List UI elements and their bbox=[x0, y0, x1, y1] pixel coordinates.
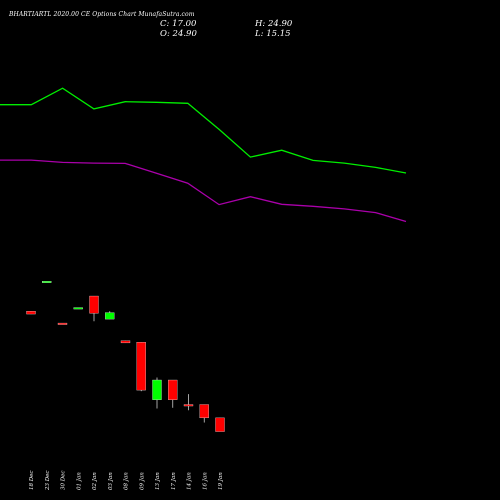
candle-body bbox=[57, 322, 68, 325]
x-tick-label: 03 Jan bbox=[108, 472, 114, 490]
candle-body bbox=[120, 340, 131, 344]
x-tick-label: 01 Jan bbox=[76, 472, 82, 490]
candle-body bbox=[105, 312, 115, 320]
x-tick-label: 14 Jan bbox=[187, 472, 193, 490]
x-tick-label: 16 Jan bbox=[202, 472, 208, 490]
x-tick-label: 30 Dec bbox=[61, 471, 67, 491]
chart-title: BHARTIARTL 2020.00 CE Options Chart Muna… bbox=[9, 11, 195, 18]
x-tick-label: 09 Jan bbox=[139, 472, 145, 490]
close-readout: C: 17.00 bbox=[160, 19, 197, 29]
open-readout: O: 24.90 bbox=[160, 29, 197, 39]
candle-body bbox=[136, 342, 146, 391]
candle-body bbox=[215, 417, 225, 432]
x-tick-label: 17 Jan bbox=[171, 472, 177, 490]
candle-body bbox=[42, 281, 52, 283]
x-tick-label: 23 Dec bbox=[45, 471, 51, 492]
candle-body bbox=[168, 379, 178, 400]
lower-band-line bbox=[0, 159, 407, 223]
candle-body bbox=[73, 307, 83, 310]
x-tick-label: 18 Dec bbox=[29, 471, 35, 491]
high-readout: H: 24.90 bbox=[255, 19, 293, 29]
candle-body bbox=[183, 404, 194, 407]
x-tick-label: 02 Jan bbox=[92, 472, 98, 490]
low-readout: L: 15.15 bbox=[255, 29, 291, 39]
upper-band-line bbox=[0, 87, 407, 174]
candle-body bbox=[199, 404, 209, 419]
x-tick-label: 19 Jan bbox=[218, 472, 224, 490]
x-tick-label: 13 Jan bbox=[155, 472, 161, 490]
candle-body bbox=[26, 311, 36, 315]
x-tick-label: 08 Jan bbox=[124, 472, 130, 490]
candle-body bbox=[152, 379, 162, 400]
candle-body bbox=[89, 295, 99, 314]
